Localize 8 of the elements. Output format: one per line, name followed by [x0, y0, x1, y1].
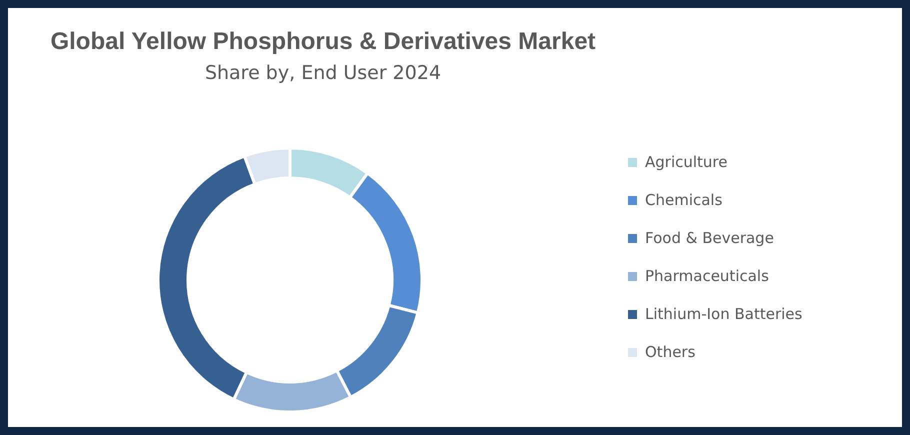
- chart-subtitle: Share by, End User 2024: [204, 62, 442, 84]
- legend-label: Lithium-Ion Batteries: [645, 305, 802, 323]
- chart-title: Global Yellow Phosphorus & Derivatives Market: [49, 28, 597, 56]
- legend-label: Chemicals: [645, 191, 722, 209]
- legend-label: Food & Beverage: [645, 229, 774, 247]
- legend-label: Others: [645, 343, 696, 361]
- legend-label: Agriculture: [645, 153, 728, 171]
- legend-label: Pharmaceuticals: [645, 267, 769, 285]
